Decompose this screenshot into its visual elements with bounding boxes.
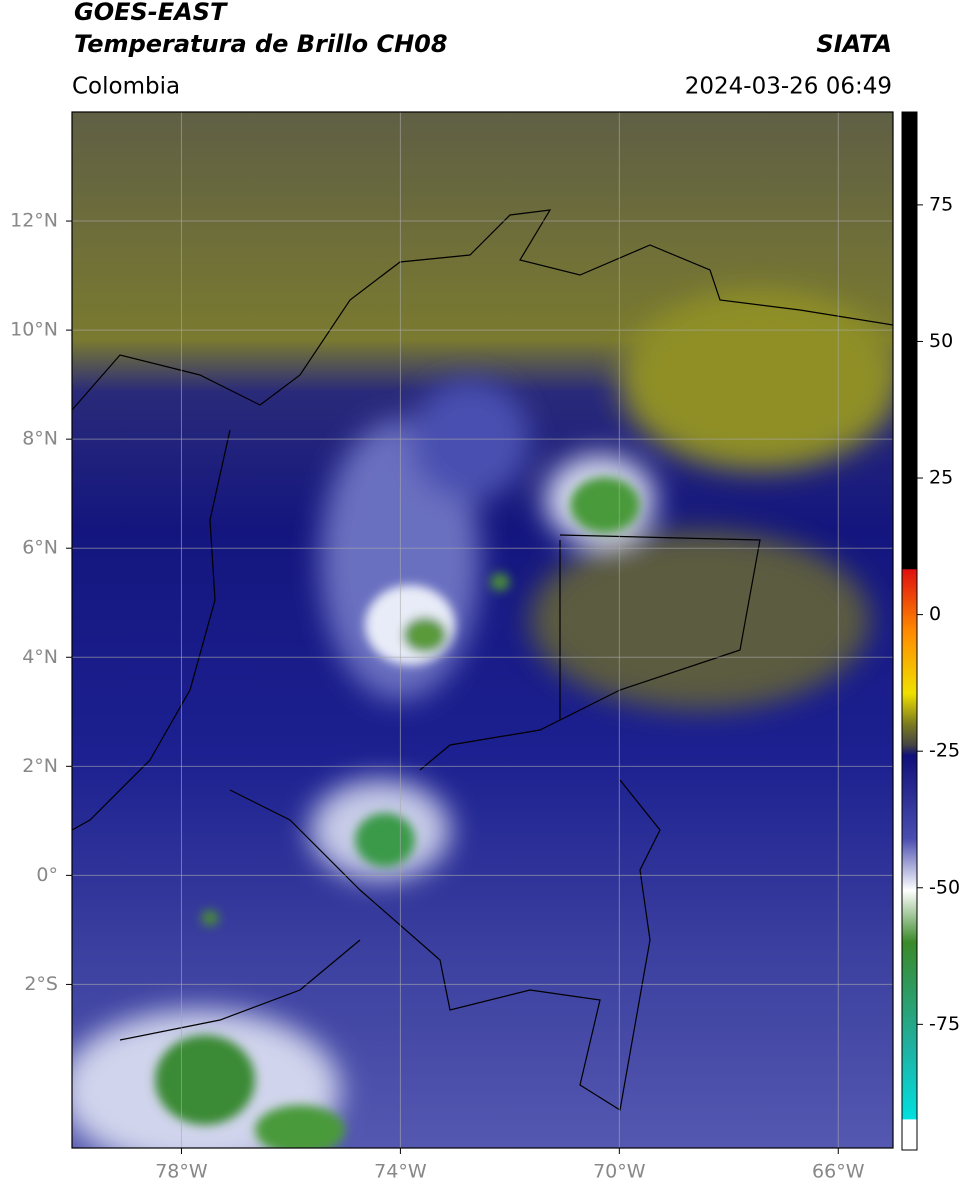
colorbar-tick-label: 25 (929, 467, 953, 489)
colorbar-tick-label: -50 (929, 876, 960, 898)
y-tick-label: 10°N (10, 319, 58, 341)
subtitle: Temperatura de Brillo CH08 (74, 30, 448, 58)
x-tick-label: 70°W (593, 1161, 646, 1183)
colorbar-tick-label: 75 (929, 193, 953, 215)
y-tick-label: 0° (36, 864, 58, 886)
y-tick-label: 6°N (22, 537, 58, 559)
x-tick-label: 74°W (374, 1161, 427, 1183)
colorbar-tick-label: 50 (929, 330, 953, 352)
y-tick-label: 2°N (22, 755, 58, 777)
y-tick-label: 8°N (22, 428, 58, 450)
x-tick-label: 78°W (155, 1161, 208, 1183)
colorbar (901, 111, 918, 1151)
y-tick-label: 2°S (24, 973, 58, 995)
y-tick-label: 4°N (22, 646, 58, 668)
colorbar-tick-label: 0 (929, 603, 941, 625)
colorbar-tick-label: -75 (929, 1013, 960, 1035)
y-tick-label: 12°N (10, 210, 58, 232)
datetime: 2024-03-26 06:49 (685, 74, 892, 100)
colorbar-tick-label: -25 (929, 740, 960, 762)
x-tick-label: 66°W (812, 1161, 865, 1183)
title: GOES-EAST (74, 0, 228, 26)
imagery (72, 112, 893, 1148)
region: Colombia (72, 74, 180, 100)
source: SIATA (816, 30, 892, 58)
map-frame (71, 111, 894, 1149)
grid (72, 112, 893, 1148)
